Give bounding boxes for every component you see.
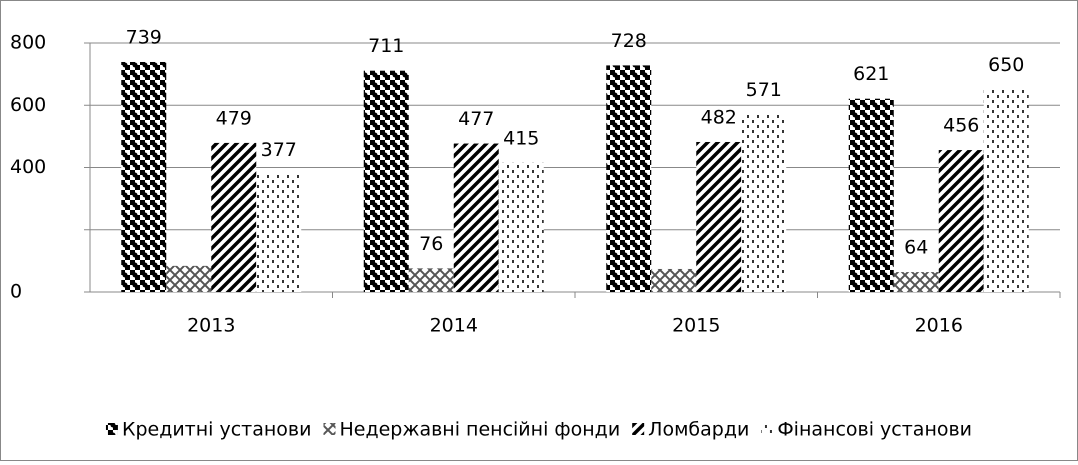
data-label: 76 — [419, 233, 443, 255]
bar — [498, 162, 544, 292]
bar — [651, 268, 697, 292]
y-tick-label: 600 — [10, 94, 46, 116]
legend-swatch — [632, 423, 645, 435]
data-label: 477 — [458, 108, 494, 130]
data-label: 711 — [368, 35, 404, 57]
legend: Кредитні установи Недержавні пенсійні фон… — [105, 419, 972, 441]
x-tick-label: 2014 — [430, 315, 478, 337]
bar — [453, 143, 499, 292]
data-label: 650 — [988, 54, 1024, 76]
data-label: 456 — [943, 115, 979, 137]
data-label: 571 — [746, 79, 782, 101]
data-label: 377 — [261, 139, 297, 161]
data-label: 728 — [611, 30, 647, 52]
legend-label: Фінансові установи — [777, 419, 972, 441]
bar — [211, 142, 257, 292]
bar — [848, 98, 894, 293]
data-label: 479 — [216, 107, 252, 129]
y-tick-label: 400 — [10, 156, 46, 178]
legend-swatch — [761, 423, 774, 435]
y-tick-label: 0 — [10, 281, 22, 303]
data-label: 621 — [853, 63, 889, 85]
legend-label: Кредитні установи — [122, 419, 312, 441]
bar — [256, 174, 302, 292]
x-tick-label: 2015 — [672, 315, 720, 337]
bar — [696, 141, 742, 292]
legend-label: Ломбарди — [648, 419, 749, 441]
bar — [893, 272, 939, 292]
legend-swatch — [323, 423, 336, 435]
bar — [363, 70, 409, 292]
bar — [606, 65, 652, 292]
bar — [938, 150, 984, 292]
data-label: 739 — [126, 26, 162, 48]
bar — [166, 265, 212, 292]
data-label: 482 — [701, 106, 737, 128]
x-tick-label: 2013 — [187, 315, 235, 337]
bar — [983, 89, 1029, 292]
data-label: 64 — [904, 237, 928, 259]
bar — [121, 61, 167, 292]
legend-swatch — [105, 423, 118, 435]
bar — [408, 268, 454, 292]
data-label: 415 — [503, 127, 539, 149]
y-tick-label: 800 — [10, 32, 46, 54]
legend-label: Недержавні пенсійні фонди — [339, 419, 620, 441]
x-tick-label: 2016 — [915, 315, 963, 337]
bar — [741, 114, 787, 293]
